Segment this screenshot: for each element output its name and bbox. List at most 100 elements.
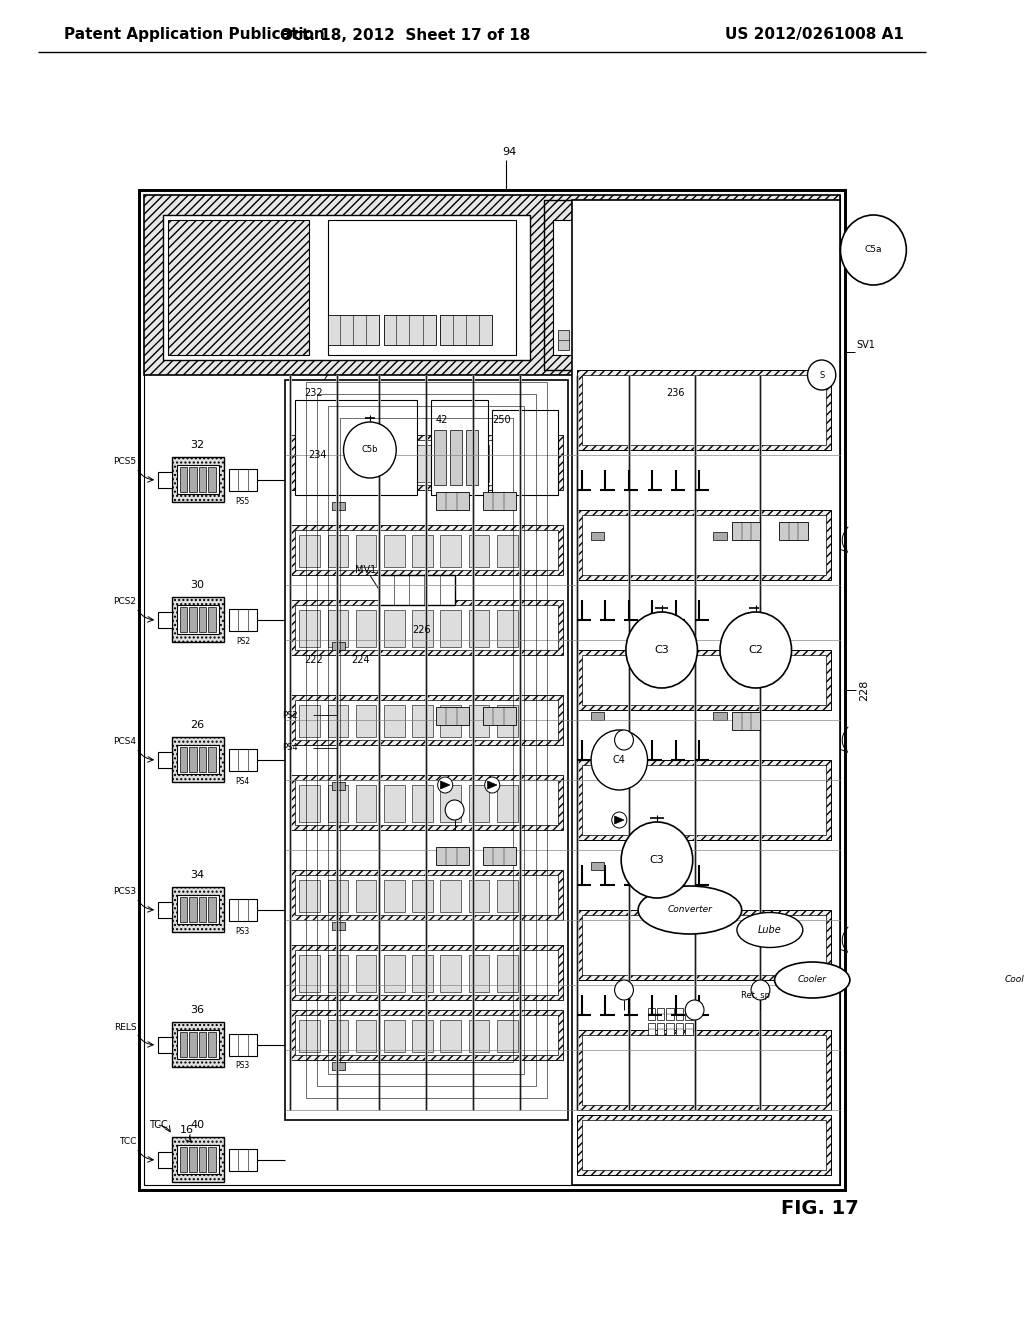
Ellipse shape — [638, 886, 741, 935]
Text: 226: 226 — [413, 624, 431, 635]
Bar — [413, 1020, 433, 1052]
Ellipse shape — [979, 961, 1024, 999]
Bar — [340, 418, 513, 1063]
Text: 228: 228 — [859, 680, 869, 701]
Text: 234: 234 — [308, 450, 328, 459]
Bar — [431, 400, 487, 495]
Text: Lube: Lube — [758, 925, 781, 935]
Bar — [295, 875, 558, 915]
Bar — [332, 1063, 345, 1071]
Bar — [384, 785, 404, 822]
Circle shape — [808, 360, 836, 389]
Bar — [685, 330, 696, 350]
Circle shape — [685, 1001, 705, 1020]
Bar — [332, 921, 345, 931]
Bar — [384, 610, 404, 647]
Text: Cooler: Cooler — [798, 975, 826, 985]
Bar — [228, 748, 257, 771]
Text: PCS3: PCS3 — [114, 887, 136, 896]
Bar — [228, 899, 257, 921]
Text: 34: 34 — [190, 870, 205, 880]
Text: PS4: PS4 — [282, 743, 298, 752]
Bar — [355, 1020, 377, 1052]
Text: 224: 224 — [351, 655, 370, 665]
Bar — [299, 535, 321, 568]
Bar — [177, 1144, 219, 1173]
Bar — [436, 492, 469, 510]
Bar — [295, 700, 558, 741]
Bar — [577, 370, 831, 450]
Bar — [180, 607, 187, 632]
Bar — [317, 393, 536, 1086]
Bar — [493, 411, 558, 495]
Bar — [575, 330, 587, 350]
Text: 94: 94 — [502, 147, 516, 157]
Bar — [657, 1023, 665, 1035]
Bar — [577, 1030, 831, 1110]
Text: 222: 222 — [304, 655, 323, 665]
Bar — [440, 880, 461, 912]
Bar — [582, 655, 826, 705]
Bar — [208, 607, 215, 632]
Bar — [676, 1023, 683, 1035]
Text: PCS5: PCS5 — [114, 458, 136, 466]
Bar — [681, 220, 774, 355]
Bar — [702, 330, 714, 350]
Text: C5a: C5a — [864, 246, 882, 255]
Bar — [180, 1032, 187, 1057]
Bar — [189, 747, 197, 772]
Ellipse shape — [737, 912, 803, 948]
Bar — [199, 898, 206, 921]
Text: 26: 26 — [190, 719, 205, 730]
Text: PS5: PS5 — [236, 496, 250, 506]
Bar — [497, 880, 518, 912]
Bar — [172, 457, 224, 502]
Bar — [172, 887, 224, 932]
Bar — [413, 785, 433, 822]
Bar — [497, 705, 518, 737]
Bar — [497, 1020, 518, 1052]
Polygon shape — [614, 816, 624, 824]
Bar — [732, 521, 761, 540]
Bar — [355, 535, 377, 568]
Text: C3: C3 — [649, 855, 665, 865]
Bar — [609, 330, 621, 350]
Text: PCS2: PCS2 — [114, 598, 136, 606]
Bar — [676, 1008, 683, 1020]
Bar — [332, 502, 345, 510]
Text: C4: C4 — [612, 755, 626, 766]
Bar — [177, 605, 219, 634]
Text: FIG. 17: FIG. 17 — [781, 1199, 859, 1217]
Bar — [172, 1022, 224, 1067]
Bar — [434, 430, 446, 484]
Bar — [328, 705, 348, 737]
Bar — [413, 535, 433, 568]
Bar — [469, 445, 489, 482]
Bar — [779, 521, 808, 540]
Bar — [591, 862, 604, 870]
Bar — [355, 610, 377, 647]
Bar — [139, 190, 845, 1191]
Bar — [295, 605, 558, 649]
Bar — [168, 220, 308, 355]
Bar — [626, 330, 637, 350]
Bar — [592, 330, 603, 350]
Bar — [208, 467, 215, 492]
Bar — [436, 708, 469, 725]
Bar — [199, 1032, 206, 1057]
Bar — [299, 785, 321, 822]
Circle shape — [622, 822, 692, 898]
Text: 40: 40 — [190, 1119, 205, 1130]
Bar — [582, 375, 826, 445]
Bar — [440, 315, 493, 345]
Bar — [144, 195, 841, 375]
Bar — [328, 220, 516, 355]
Bar — [189, 898, 197, 921]
Bar — [440, 535, 461, 568]
Bar — [158, 902, 172, 917]
Bar — [189, 1147, 197, 1172]
Bar — [582, 1119, 826, 1170]
Bar — [189, 1032, 197, 1057]
Bar — [328, 954, 348, 993]
Text: 16: 16 — [179, 1125, 194, 1135]
